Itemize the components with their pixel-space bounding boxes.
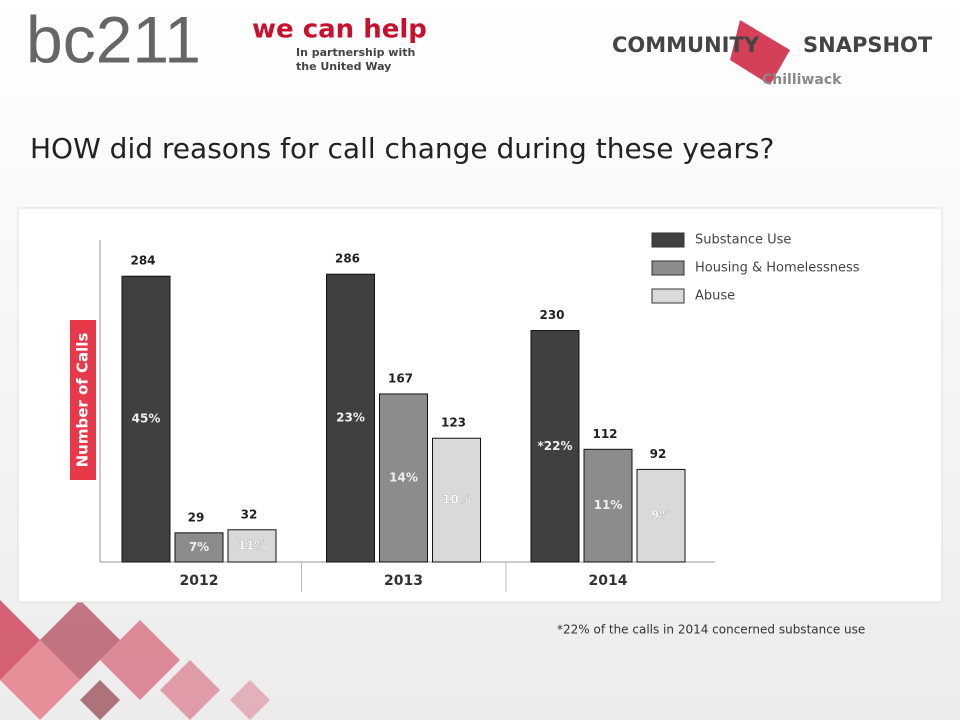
bar [379, 393, 428, 563]
percent-label: 9% [651, 508, 671, 522]
logo: bc211 [26, 2, 201, 76]
percent-label: 11% [594, 498, 623, 512]
snapshot-text: SNAPSHOT [803, 33, 933, 57]
legend-swatch [651, 260, 685, 276]
value-label: 286 [335, 252, 360, 266]
decoration [0, 600, 270, 720]
partner-text: In partnership with [296, 46, 415, 59]
value-label: 32 [241, 507, 258, 521]
legend-label: Substance Use [695, 233, 791, 248]
bar [326, 273, 375, 563]
x-tick-label: 2012 [180, 573, 219, 589]
value-label: 230 [539, 308, 564, 322]
bar [432, 437, 481, 563]
legend-label: Abuse [695, 289, 735, 304]
percent-label: *22% [538, 439, 573, 453]
percent-label: 10% [442, 493, 471, 507]
bar [174, 532, 224, 563]
x-tick-label: 2014 [589, 573, 628, 589]
value-label: 29 [188, 510, 205, 524]
percent-label: 11% [238, 538, 267, 552]
value-label: 92 [650, 447, 667, 461]
value-label: 167 [388, 371, 413, 385]
x-tick-label: 2013 [384, 573, 423, 589]
bar [121, 275, 171, 563]
bar [227, 529, 277, 563]
percent-label: 45% [132, 412, 161, 426]
bar [636, 468, 686, 563]
legend-swatch [651, 288, 685, 304]
bar [583, 448, 633, 563]
y-label-box [70, 320, 96, 480]
y-axis-label: Number of Calls [74, 333, 92, 468]
legend-label: Housing & Homelessness [695, 261, 860, 276]
snapshot-icon [730, 20, 790, 85]
bar [530, 330, 580, 563]
partner-text: the United Way [296, 60, 391, 73]
value-label: 112 [592, 427, 617, 441]
percent-label: 7% [189, 540, 209, 554]
tagline: we can help [252, 15, 427, 45]
footnote: *22% of the calls in 2014 concerned subs… [557, 623, 865, 637]
legend-swatch [651, 232, 685, 248]
location: Chilliwack [762, 72, 842, 88]
slide-title: HOW did reasons for call change during t… [30, 132, 774, 165]
percent-label: 23% [336, 411, 365, 425]
value-label: 284 [130, 254, 155, 268]
percent-label: 14% [389, 470, 418, 484]
snapshot-text: COMMUNITY [612, 33, 760, 57]
value-label: 123 [441, 416, 466, 430]
